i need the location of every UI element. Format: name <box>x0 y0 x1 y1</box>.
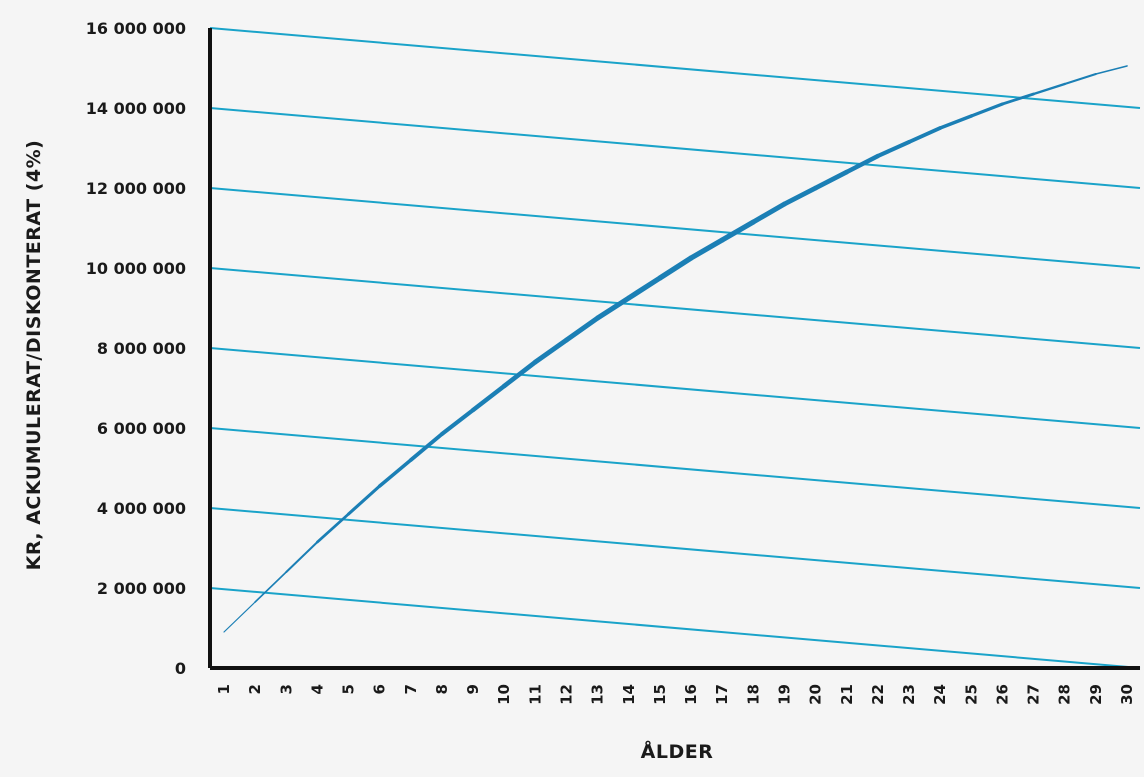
y-tick-label: 16 000 000 <box>86 19 186 38</box>
curve-segment-29 <box>1096 66 1127 74</box>
curve-segment-5 <box>349 486 380 514</box>
y-axis-title: KR, ACKUMULERAT/DISKONTERAT (4%) <box>23 140 45 571</box>
y-tick-label: 2 000 000 <box>97 579 186 598</box>
x-tick-label: 2 <box>246 684 264 694</box>
x-tick-label: 9 <box>464 684 482 694</box>
guide-line-4 <box>210 348 1140 428</box>
x-tick-label: 20 <box>807 684 825 705</box>
x-tick-label: 16 <box>682 684 700 705</box>
x-tick-label: 25 <box>962 684 980 705</box>
x-tick-label: 17 <box>713 684 731 705</box>
guide-lines <box>210 28 1140 668</box>
curve-segment-15 <box>660 258 691 278</box>
curve-segment-19 <box>784 188 815 204</box>
x-tick-label: 15 <box>651 684 669 705</box>
curve-segment-8 <box>442 410 473 434</box>
curve-segment-14 <box>629 278 660 298</box>
x-tick-label: 30 <box>1118 684 1136 705</box>
x-tick-label: 10 <box>495 684 513 705</box>
y-tick-label: 14 000 000 <box>86 99 186 118</box>
x-tick-label: 18 <box>744 684 762 705</box>
curve-segment-27 <box>1034 84 1065 94</box>
guide-line-8 <box>210 28 1140 108</box>
y-tick-label: 4 000 000 <box>97 499 186 518</box>
curve-segment-16 <box>691 240 722 258</box>
guide-line-2 <box>210 508 1140 588</box>
x-tick-label: 14 <box>620 684 638 705</box>
guide-line-5 <box>210 268 1140 348</box>
x-tick-label: 26 <box>993 684 1011 705</box>
curve-segment-24 <box>940 116 971 128</box>
guide-line-1 <box>210 588 1140 668</box>
curve-segment-28 <box>1065 74 1096 84</box>
x-tick-label: 21 <box>838 684 856 705</box>
x-tick-label: 27 <box>1025 684 1043 705</box>
y-tick-label: 0 <box>175 659 186 678</box>
curve-segment-3 <box>286 542 317 572</box>
x-tick-label: 13 <box>589 684 607 705</box>
x-tick-label: 11 <box>526 684 544 705</box>
x-tick-label: 1 <box>215 684 233 694</box>
x-tick-label: 12 <box>558 684 576 705</box>
curve-segment-20 <box>816 172 847 188</box>
x-tick-label: 4 <box>308 684 326 694</box>
guide-line-6 <box>210 188 1140 268</box>
curve-segment-18 <box>753 204 784 222</box>
x-tick-label: 7 <box>402 684 420 694</box>
axes <box>210 28 1140 668</box>
curve-segment-2 <box>255 572 286 602</box>
curve-segment-11 <box>535 340 566 362</box>
y-tick-label: 6 000 000 <box>97 419 186 438</box>
curve-segment-6 <box>380 460 411 486</box>
curve-segment-22 <box>878 142 909 156</box>
y-tick-label: 10 000 000 <box>86 259 186 278</box>
x-tick-label: 5 <box>340 684 358 694</box>
y-tick-labels: 0 2 000 000 4 000 000 6 000 000 8 000 000 10 … <box>86 19 186 678</box>
curve-segment-23 <box>909 128 940 142</box>
y-tick-label: 12 000 000 <box>86 179 186 198</box>
guide-line-7 <box>210 108 1140 188</box>
curve-segment-12 <box>567 318 598 340</box>
x-tick-label: 3 <box>277 684 295 694</box>
curve-segment-1 <box>224 602 255 632</box>
curve-segment-9 <box>473 386 504 410</box>
x-tick-label: 6 <box>371 684 389 694</box>
x-tick-label: 19 <box>775 684 793 705</box>
x-tick-label: 28 <box>1056 684 1074 705</box>
x-tick-label: 29 <box>1087 684 1105 705</box>
y-tick-label: 8 000 000 <box>97 339 186 358</box>
x-tick-label: 24 <box>931 684 949 705</box>
x-tick-label: 22 <box>869 684 887 705</box>
x-tick-label: 23 <box>900 684 918 705</box>
x-axis-title: ÅLDER <box>641 739 714 763</box>
curve-segment-17 <box>722 222 753 240</box>
x-tick-label: 8 <box>433 684 451 694</box>
curve-segment-25 <box>971 104 1002 116</box>
guide-line-3 <box>210 428 1140 508</box>
